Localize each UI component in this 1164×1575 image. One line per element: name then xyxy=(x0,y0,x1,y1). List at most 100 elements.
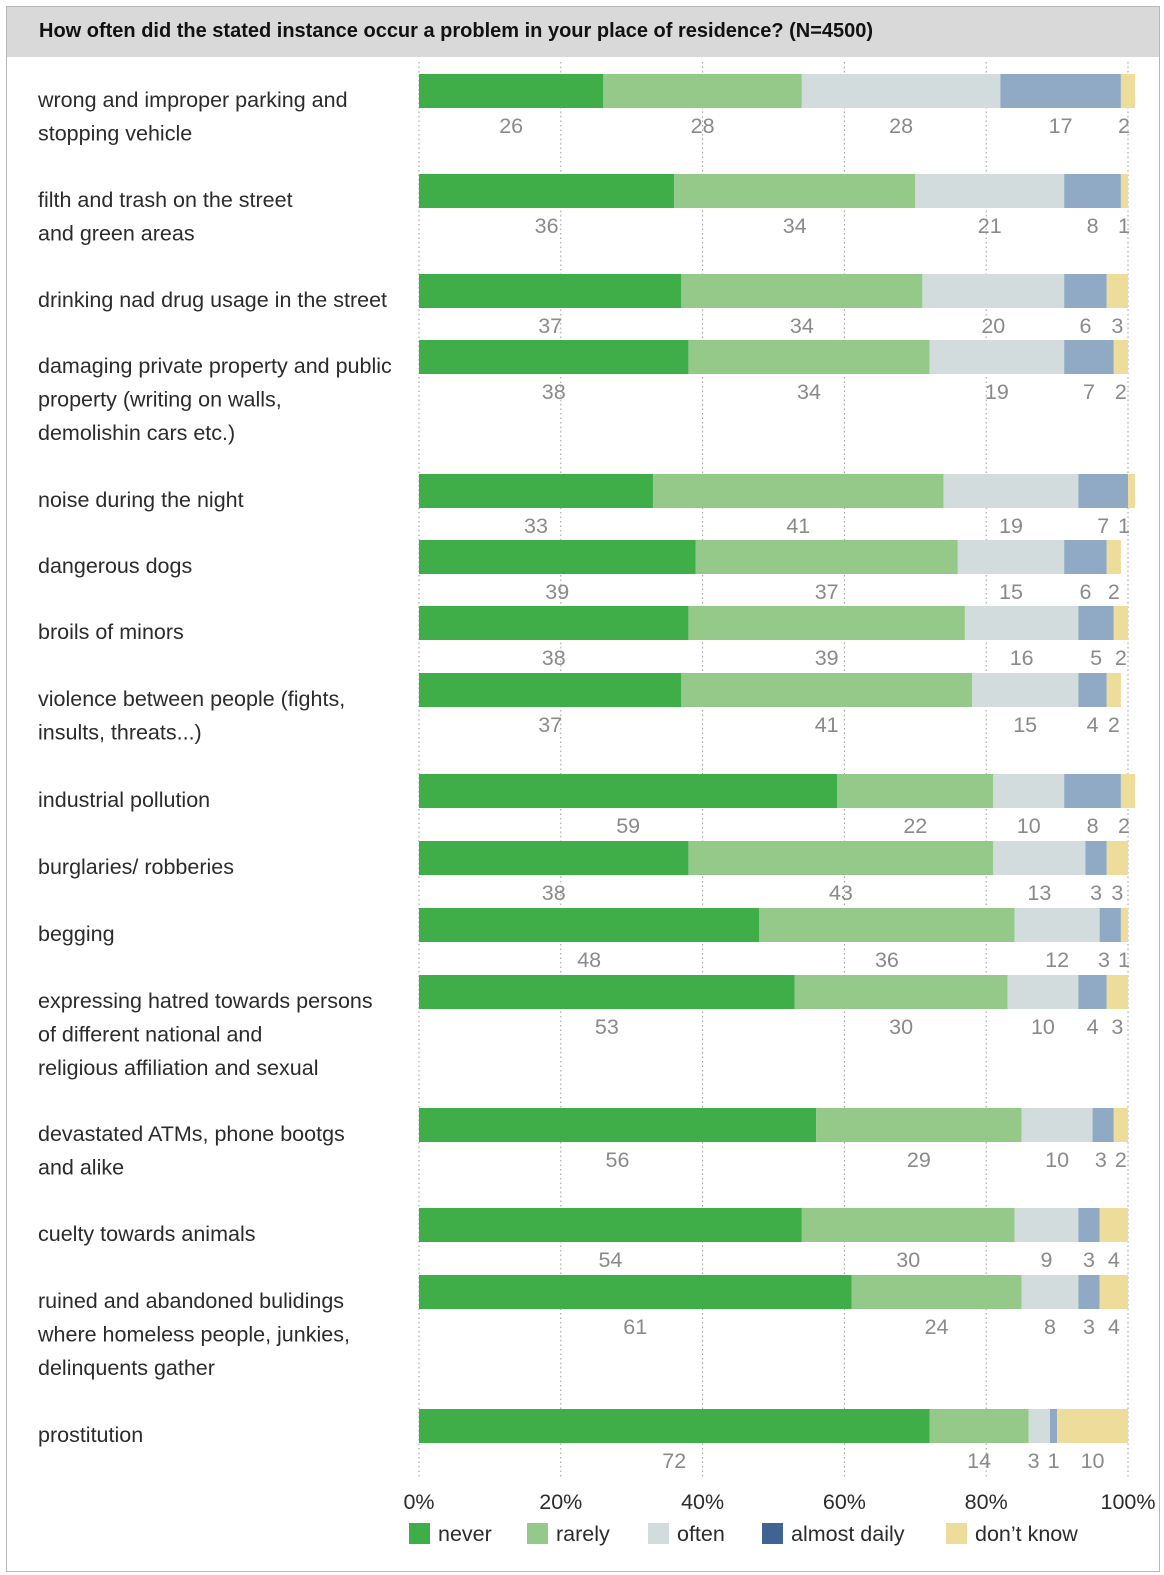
legend-label: don’t know xyxy=(975,1522,1078,1546)
legend-label: almost daily xyxy=(791,1522,905,1546)
bar-segment xyxy=(1120,174,1128,208)
data-label: 2 xyxy=(1115,646,1127,670)
x-tick-label: 60% xyxy=(823,1490,866,1514)
bar-segment xyxy=(851,1275,1022,1309)
bar-segment xyxy=(1078,474,1128,508)
bar-segment xyxy=(929,340,1065,374)
data-label: 39 xyxy=(815,646,839,670)
data-label: 15 xyxy=(999,580,1023,604)
data-label: 15 xyxy=(1013,713,1037,737)
bar-segment xyxy=(688,841,994,875)
category-label: wrong and improper parking and xyxy=(37,88,348,112)
bar-segment xyxy=(1120,908,1128,942)
data-label: 19 xyxy=(999,514,1023,538)
data-label: 6 xyxy=(1079,314,1091,338)
data-label: 4 xyxy=(1087,713,1099,737)
data-label: 10 xyxy=(1031,1015,1055,1039)
legend-label: never xyxy=(438,1522,492,1546)
category-label: devastated ATMs, phone bootgs xyxy=(38,1122,345,1146)
data-label: 6 xyxy=(1079,580,1091,604)
bar-segment xyxy=(419,474,653,508)
bar-segment xyxy=(688,340,930,374)
chart-title: How often did the stated instance occur … xyxy=(39,20,874,42)
data-label: 9 xyxy=(1040,1248,1052,1272)
category-label: burglaries/ robberies xyxy=(38,855,234,879)
x-tick-label: 80% xyxy=(965,1490,1008,1514)
data-label: 29 xyxy=(907,1148,931,1172)
bar-segment xyxy=(419,1409,930,1443)
bar-segment xyxy=(1106,540,1121,574)
bar-segment xyxy=(1113,340,1128,374)
data-label: 3 xyxy=(1098,948,1110,972)
legend-swatch xyxy=(762,1523,783,1544)
bar-segment xyxy=(1000,74,1121,108)
category-label: and alike xyxy=(38,1156,124,1180)
bar-segment xyxy=(1106,274,1128,308)
bar-segment xyxy=(1099,1208,1128,1242)
data-label: 72 xyxy=(662,1449,686,1473)
data-label: 36 xyxy=(875,948,899,972)
data-label: 1 xyxy=(1118,214,1130,238)
bar-segment xyxy=(1007,975,1079,1009)
bar-segment xyxy=(1085,841,1107,875)
bar-segment xyxy=(419,274,682,308)
data-label: 8 xyxy=(1087,214,1099,238)
data-label: 28 xyxy=(889,114,913,138)
data-label: 37 xyxy=(815,580,839,604)
bar-segment xyxy=(1064,774,1121,808)
legend-swatch xyxy=(527,1523,548,1544)
data-label: 19 xyxy=(985,380,1009,404)
data-label: 2 xyxy=(1108,713,1120,737)
data-label: 8 xyxy=(1087,814,1099,838)
bar-segment xyxy=(681,274,923,308)
data-label: 53 xyxy=(595,1015,619,1039)
bar-segment xyxy=(922,274,1065,308)
data-label: 38 xyxy=(542,881,566,905)
bar-segment xyxy=(1078,606,1114,640)
data-label: 48 xyxy=(577,948,601,972)
bar-segment xyxy=(1064,340,1114,374)
category-label: cuelty towards animals xyxy=(38,1222,255,1246)
category-label: drinking nad drug usage in the street xyxy=(38,288,387,312)
bar-segment xyxy=(674,174,916,208)
bar-segment xyxy=(419,673,682,707)
bar-segment xyxy=(419,606,689,640)
data-label: 2 xyxy=(1118,814,1130,838)
bar-segment xyxy=(1078,1208,1100,1242)
bar-segment xyxy=(1120,774,1136,808)
legend-swatch xyxy=(409,1523,430,1544)
data-label: 17 xyxy=(1049,114,1073,138)
legend-label: rarely xyxy=(556,1522,610,1546)
data-label: 1 xyxy=(1048,1449,1060,1473)
data-label: 30 xyxy=(889,1015,913,1039)
data-label: 3 xyxy=(1111,314,1123,338)
data-label: 13 xyxy=(1027,881,1051,905)
data-label: 5 xyxy=(1090,646,1102,670)
data-label: 21 xyxy=(978,214,1002,238)
bar-segment xyxy=(1099,908,1121,942)
data-label: 38 xyxy=(542,380,566,404)
chart-header: How often did the stated instance occur … xyxy=(7,7,1159,57)
bar-segment xyxy=(816,1108,1022,1142)
bar-segment xyxy=(1064,540,1107,574)
x-tick-label: 100% xyxy=(1101,1490,1156,1514)
data-label: 43 xyxy=(829,881,853,905)
bar-segment xyxy=(964,606,1079,640)
category-label: where homeless people, junkies, xyxy=(37,1323,350,1347)
data-label: 61 xyxy=(623,1315,647,1339)
category-label: noise during the night xyxy=(38,488,244,512)
legend-swatch xyxy=(946,1523,967,1544)
data-label: 38 xyxy=(542,646,566,670)
bar-segment xyxy=(837,774,994,808)
data-label: 2 xyxy=(1115,380,1127,404)
bar-segment xyxy=(1064,274,1107,308)
data-label: 7 xyxy=(1097,514,1109,538)
category-label: expressing hatred towards persons xyxy=(38,989,373,1013)
bar-segment xyxy=(1021,1108,1093,1142)
bar-segment xyxy=(419,74,604,108)
data-label: 3 xyxy=(1095,1148,1107,1172)
bar-segment xyxy=(801,74,1001,108)
category-label: and green areas xyxy=(38,222,195,246)
bar-segment xyxy=(419,1275,852,1309)
category-label: stopping vehicle xyxy=(38,122,192,146)
